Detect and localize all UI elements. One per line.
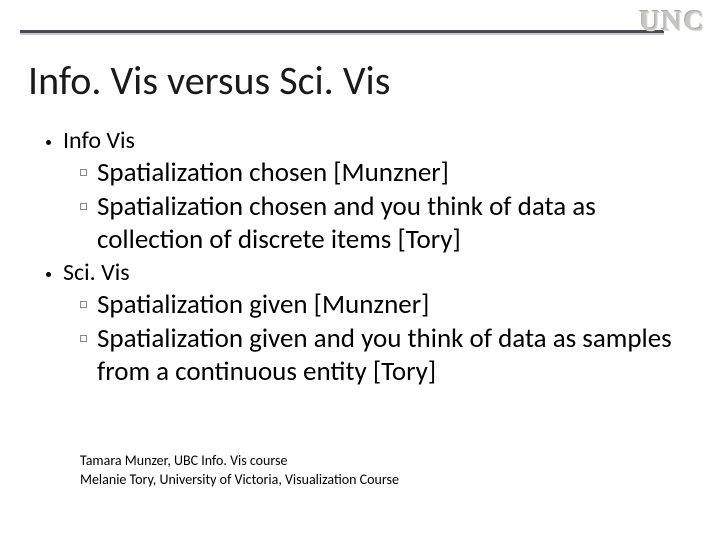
bullet-text: Sci. Vis — [63, 258, 130, 287]
header-rule-light — [20, 33, 664, 35]
logo: UNC — [639, 6, 706, 38]
bullet-text: Spatialization given and you think of da… — [97, 323, 690, 389]
bullet-text: Spatialization given [Munzner] — [97, 289, 429, 322]
bullet-dot-icon — [46, 140, 51, 145]
bullet-square-icon — [80, 335, 87, 342]
bullet-level2: Spatialization given and you think of da… — [80, 323, 690, 389]
bullet-square-icon — [80, 169, 87, 176]
references: Tamara Munzer, UBC Info. Vis course Mela… — [80, 452, 399, 490]
bullet-level2: Spatialization given [Munzner] — [80, 289, 690, 322]
bullet-text: Info Vis — [63, 126, 135, 155]
bullet-level1: Info Vis — [46, 126, 690, 155]
bullet-square-icon — [80, 203, 87, 210]
bullet-level1: Sci. Vis — [46, 258, 690, 287]
bullet-text: Spatialization chosen and you think of d… — [97, 191, 690, 257]
reference-line: Tamara Munzer, UBC Info. Vis course — [80, 452, 399, 471]
slide-title: Info. Vis versus Sci. Vis — [28, 56, 390, 105]
bullet-level2: Spatialization chosen [Munzner] — [80, 157, 690, 190]
reference-line: Melanie Tory, University of Victoria, Vi… — [80, 471, 399, 490]
bullet-text: Spatialization chosen [Munzner] — [97, 157, 449, 190]
header-rule — [20, 30, 664, 36]
bullet-dot-icon — [46, 272, 51, 277]
slide-body: Info Vis Spatialization chosen [Munzner]… — [46, 126, 690, 390]
bullet-level2: Spatialization chosen and you think of d… — [80, 191, 690, 257]
bullet-square-icon — [80, 301, 87, 308]
